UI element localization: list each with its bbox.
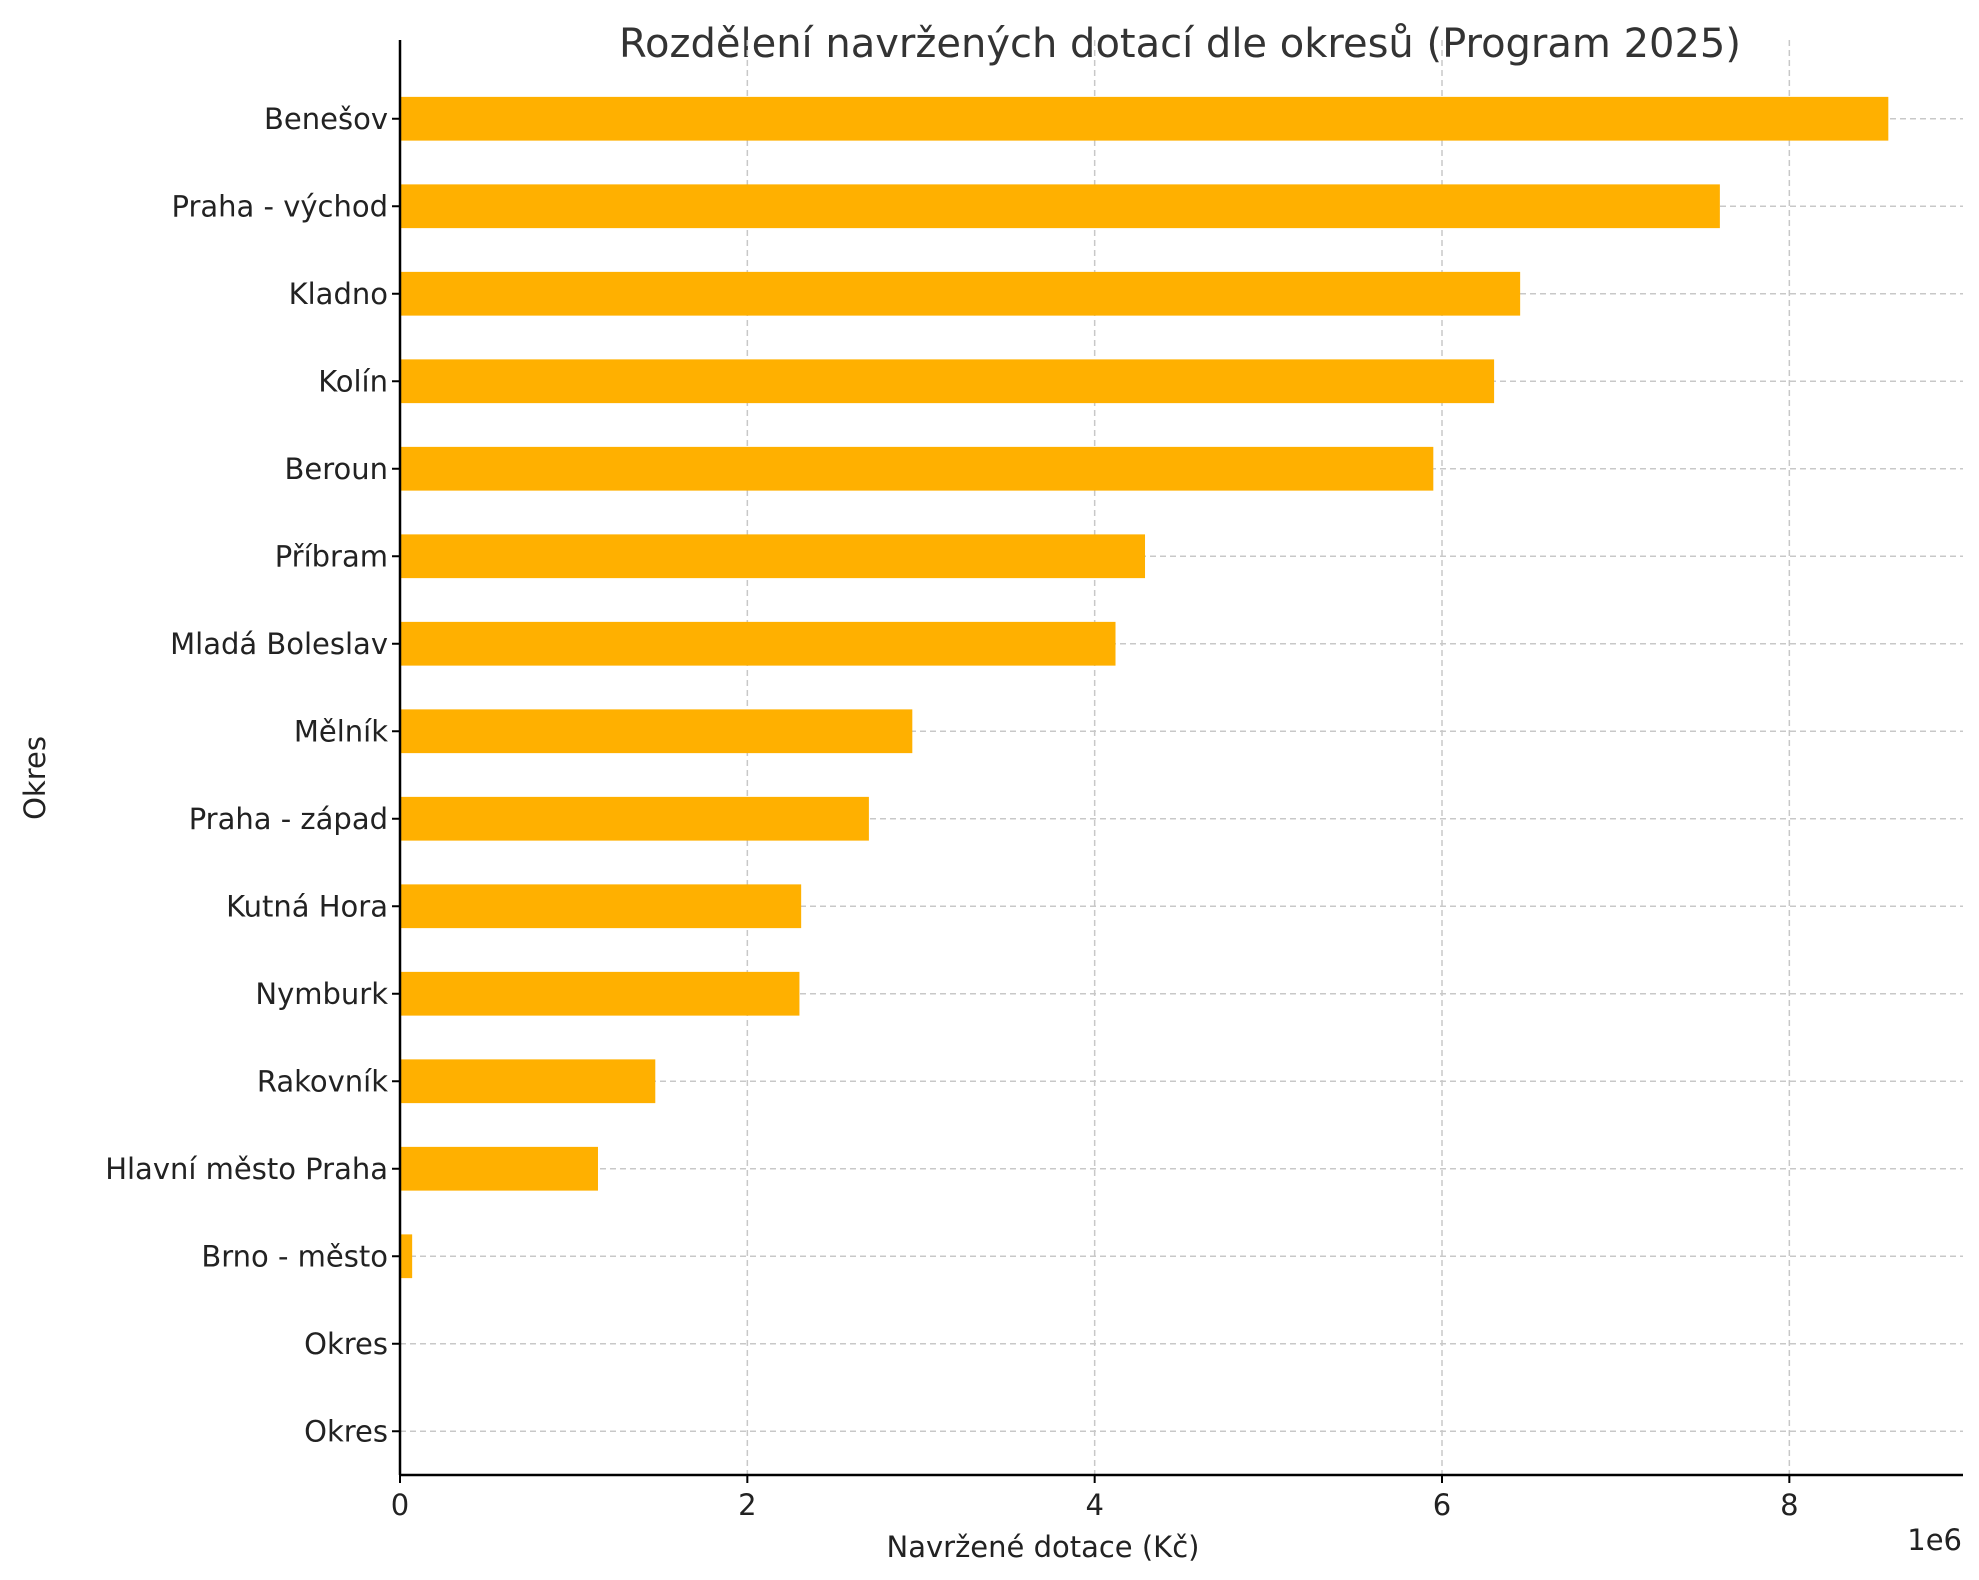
grid-lines <box>400 40 1963 1475</box>
bar <box>400 1059 656 1104</box>
y-tick-label: Okres <box>304 1327 388 1361</box>
y-tick-label: Brno - město <box>201 1239 388 1273</box>
y-tick-label: Kolín <box>318 364 388 398</box>
y-tick-label: Příbram <box>275 539 388 573</box>
y-tick-label: Kutná Hora <box>226 889 388 923</box>
bar <box>400 359 1495 404</box>
y-tick-label: Mělník <box>294 714 388 748</box>
bar <box>400 1146 598 1191</box>
x-axis-label: Navržené dotace (Kč) <box>887 1530 1200 1564</box>
bar <box>400 796 869 841</box>
bar <box>400 621 1116 666</box>
y-tick-label: Beroun <box>284 452 388 486</box>
bar <box>400 709 913 754</box>
y-tick-label: Okres <box>304 1414 388 1448</box>
bar <box>400 534 1146 579</box>
y-tick-label: Praha - východ <box>171 189 388 223</box>
bar <box>400 1234 413 1279</box>
x-axis-offset-label: 1e6 <box>1907 1523 1962 1557</box>
axes <box>392 40 1963 1483</box>
bar <box>400 184 1720 229</box>
x-tick-label: 0 <box>391 1488 409 1522</box>
bar <box>400 446 1434 491</box>
x-tick-labels: 0 2 4 6 8 <box>391 1488 1799 1522</box>
bar <box>400 96 1889 141</box>
x-tick-label: 2 <box>738 1488 756 1522</box>
bar <box>400 971 800 1016</box>
y-axis-label: Okres <box>18 736 52 820</box>
y-tick-label: Nymburk <box>255 977 388 1011</box>
y-tick-labels: Benešov Praha - východ Kladno Kolín Beroun Př… <box>105 102 388 1449</box>
y-tick-label: Praha - západ <box>189 802 388 836</box>
x-tick-label: 4 <box>1085 1488 1103 1522</box>
y-tick-label: Rakovník <box>257 1064 388 1098</box>
y-tick-label: Mladá Boleslav <box>170 627 388 661</box>
chart-title: Rozdělení navržených dotací dle okresů (… <box>619 21 1741 67</box>
x-tick-label: 8 <box>1780 1488 1798 1522</box>
y-tick-label: Kladno <box>289 277 388 311</box>
bar <box>400 884 802 929</box>
x-tick-label: 6 <box>1433 1488 1451 1522</box>
y-tick-label: Benešov <box>264 102 388 136</box>
y-tick-label: Hlavní město Praha <box>105 1152 388 1186</box>
bar <box>400 271 1521 316</box>
bars <box>400 96 1889 1279</box>
